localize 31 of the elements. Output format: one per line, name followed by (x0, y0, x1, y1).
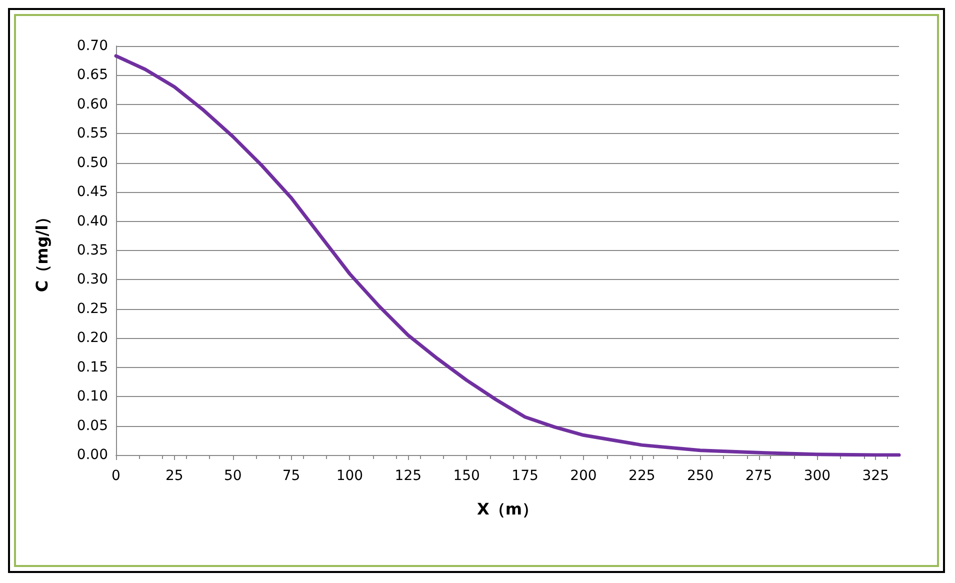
y-tick-label: 0.55 (76, 126, 108, 142)
x-tick-label: 50 (224, 468, 242, 484)
x-tick-label: 200 (570, 468, 597, 484)
x-tick-label: 175 (512, 468, 538, 484)
x-tick-label: 0 (112, 468, 120, 484)
y-tick-label: 0.35 (76, 242, 108, 258)
y-tick-label: 0.00 (76, 447, 108, 463)
x-tick-label: 125 (394, 468, 422, 484)
x-tick-label: 300 (804, 468, 831, 484)
y-tick-label: 0.25 (76, 300, 108, 317)
x-tick-label: 75 (282, 468, 300, 484)
y-tick-label: 0.50 (76, 154, 108, 171)
x-tick-label: 25 (166, 468, 184, 484)
y-tick-label: 0.30 (76, 272, 108, 288)
y-tick-label: 0.10 (76, 388, 108, 405)
x-tick-label: 150 (453, 468, 480, 484)
y-tick-label: 0.60 (76, 96, 108, 112)
y-tick-label: 0.20 (76, 330, 108, 346)
x-tick-label: 275 (745, 468, 772, 484)
y-tick-label: 0.65 (76, 67, 108, 84)
x-tick-label: 225 (628, 468, 656, 484)
x-tick-label: 100 (336, 468, 364, 484)
x-axis-title: X（m） (476, 500, 538, 518)
x-tick-label: 250 (686, 468, 714, 484)
x-tick-label: 325 (862, 468, 889, 484)
y-axis-title: C（mg/l） (32, 208, 52, 292)
y-tick-label: 0.05 (76, 418, 108, 434)
y-tick-label: 0.15 (76, 359, 108, 376)
y-tick-label: 0.70 (76, 38, 108, 54)
y-tick-label: 0.45 (76, 184, 108, 200)
y-tick-label: 0.40 (76, 213, 108, 230)
